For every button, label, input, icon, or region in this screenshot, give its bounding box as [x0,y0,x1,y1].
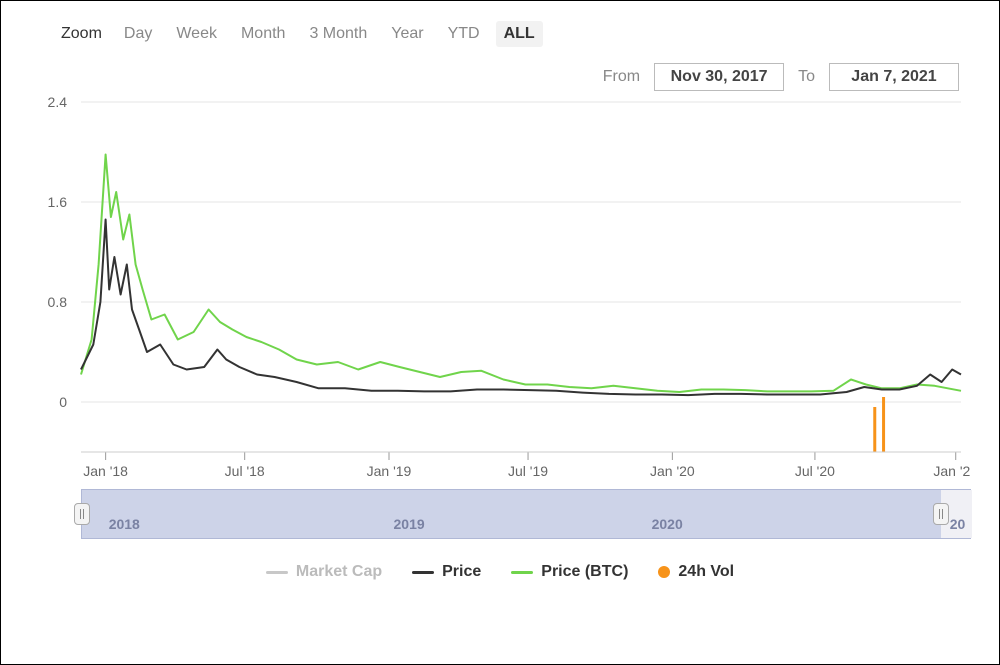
svg-text:Jan '19: Jan '19 [367,463,412,477]
date-range-row: From Nov 30, 2017 To Jan 7, 2021 [31,63,969,91]
chart-legend: Market Cap Price Price (BTC) 24h Vol [31,563,969,581]
svg-text:Jan '18: Jan '18 [83,463,128,477]
legend-label: Price [442,563,481,581]
svg-text:Jan '20: Jan '20 [650,463,695,477]
from-date-input[interactable]: Nov 30, 2017 [654,63,784,91]
svg-text:Jul '20: Jul '20 [795,463,835,477]
zoom-label: Zoom [61,25,102,43]
legend-label: 24h Vol [678,563,734,581]
range-navigator[interactable]: 20182019202020 [81,489,971,539]
range-handle-right[interactable] [933,503,949,525]
to-date-input[interactable]: Jan 7, 2021 [829,63,959,91]
to-label: To [798,68,815,86]
navigator-year-label: 2018 [109,516,140,532]
zoom-day-button[interactable]: Day [116,21,160,47]
legend-item-price[interactable]: Price [412,563,481,581]
legend-swatch [511,571,533,574]
legend-label: Market Cap [296,563,382,581]
legend-item-market_cap[interactable]: Market Cap [266,563,382,581]
navigator-year-label: 2020 [652,516,683,532]
from-label: From [603,68,640,86]
svg-text:0.8: 0.8 [48,294,68,310]
legend-swatch [266,571,288,574]
legend-item-vol[interactable]: 24h Vol [658,563,734,581]
svg-text:Jul '18: Jul '18 [225,463,265,477]
svg-text:Jul '19: Jul '19 [508,463,548,477]
legend-label: Price (BTC) [541,563,628,581]
zoom-week-button[interactable]: Week [168,21,225,47]
zoom-year-button[interactable]: Year [383,21,431,47]
zoom-3month-button[interactable]: 3 Month [301,21,375,47]
legend-item-price_btc[interactable]: Price (BTC) [511,563,628,581]
svg-text:2.4: 2.4 [48,97,68,110]
zoom-month-button[interactable]: Month [233,21,293,47]
svg-text:Jan '21: Jan '21 [933,463,971,477]
range-handle-left[interactable] [74,503,90,525]
legend-swatch [412,571,434,574]
navigator-year-label: 2019 [394,516,425,532]
svg-text:1.6: 1.6 [48,194,68,210]
zoom-ytd-button[interactable]: YTD [440,21,488,47]
zoom-all-button[interactable]: ALL [496,21,543,47]
legend-swatch [658,566,670,578]
navigator-year-label: 20 [950,516,966,532]
svg-text:0: 0 [59,394,67,410]
price-chart[interactable]: 0 0.8 1.6 2.4 Jan '18 Jul '18 Jan '19 Jul '19 Ja… [31,97,971,477]
zoom-toolbar: Zoom Day Week Month 3 Month Year YTD ALL [61,21,969,47]
